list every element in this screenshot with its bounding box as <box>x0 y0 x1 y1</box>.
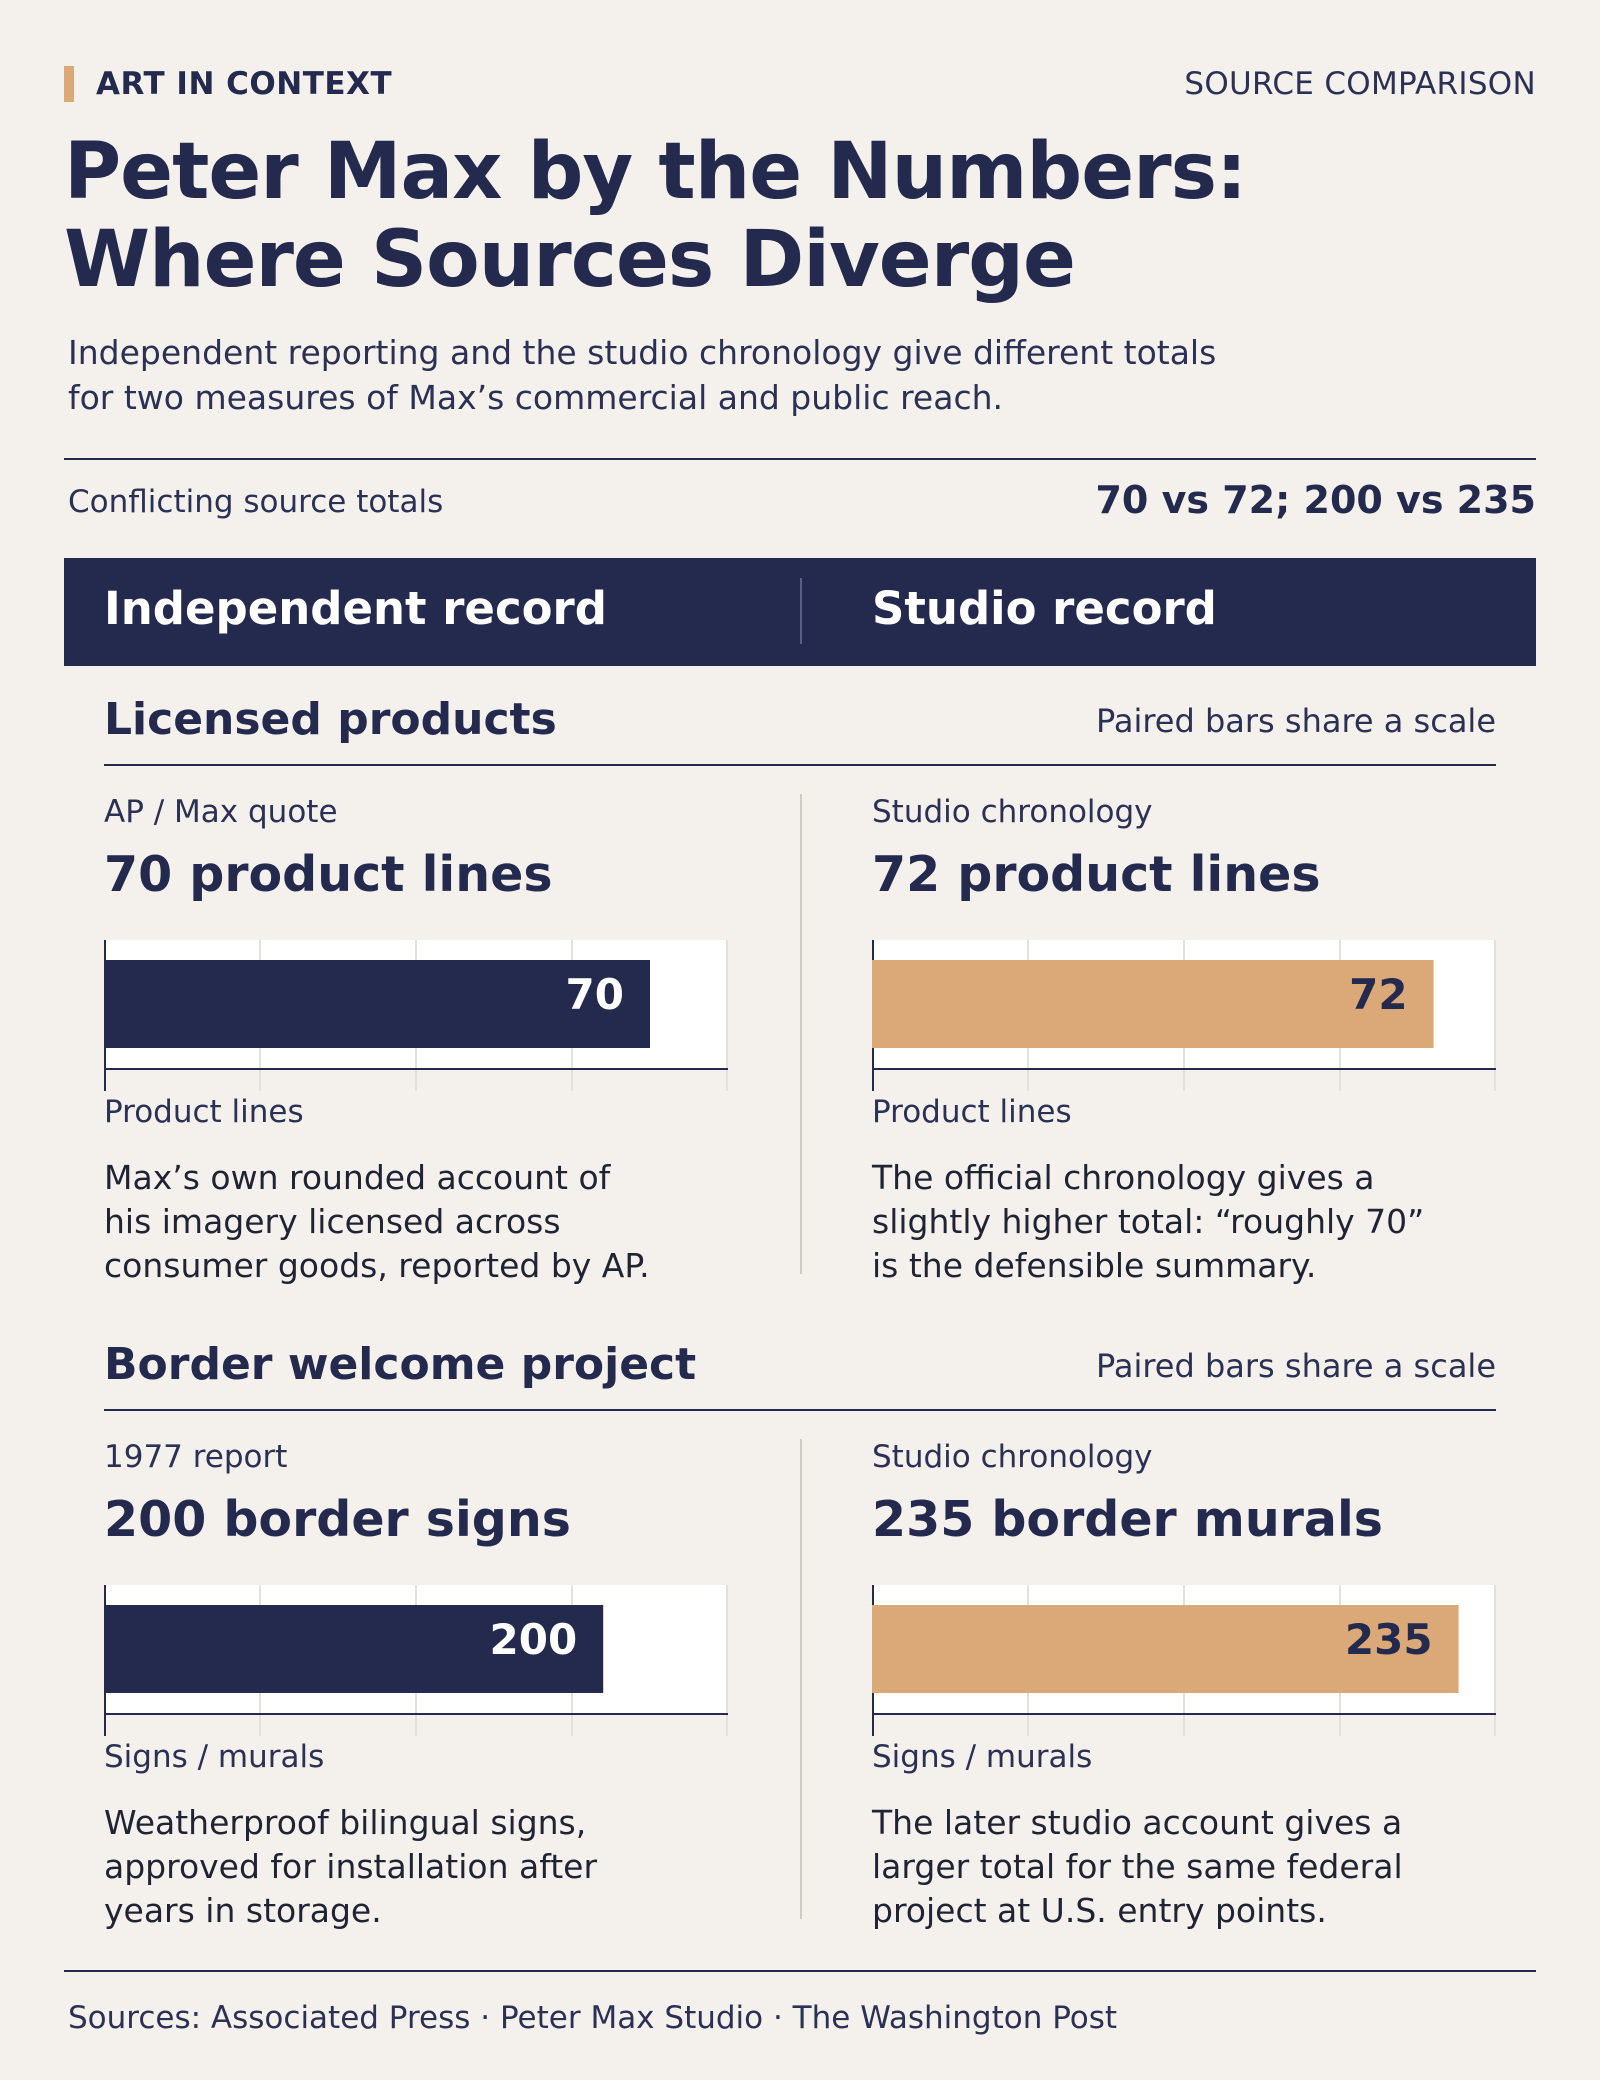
bar <box>872 1605 1459 1693</box>
axis-unit-label: Product lines <box>104 1094 304 1130</box>
summary-value: 70 vs 72; 200 vs 235 <box>1095 478 1536 522</box>
axis-unit-label: Product lines <box>872 1094 1072 1130</box>
description-line: consumer goods, reported by AP. <box>104 1246 650 1285</box>
footer-rule <box>64 1970 1536 1972</box>
axis-unit-label: Signs / murals <box>872 1739 1093 1775</box>
description-line: years in storage. <box>104 1891 382 1930</box>
description-line: The official chronology gives a <box>872 1158 1375 1197</box>
bar-chart-svg <box>872 1585 1496 1736</box>
headline-figure: 200 border signs <box>104 1491 571 1548</box>
column-header-band: Independent record Studio record <box>64 558 1536 666</box>
section-rule <box>104 1409 1496 1411</box>
section-title: Border welcome project <box>104 1339 697 1390</box>
description-line: Max’s own rounded account of <box>104 1158 611 1197</box>
title-line-2: Where Sources Diverge <box>64 215 1076 305</box>
description: Weatherproof bilingual signs, approved f… <box>104 1801 664 1933</box>
headline-figure: 72 product lines <box>872 846 1321 903</box>
source-label: AP / Max quote <box>104 794 338 830</box>
headline-figure: 70 product lines <box>104 846 553 903</box>
description: The official chronology gives a slightly… <box>872 1156 1432 1288</box>
page-title: Peter Max by the Numbers: Where Sources … <box>64 128 1536 304</box>
bar-chart-svg <box>872 940 1496 1091</box>
section-scale-note: Paired bars share a scale <box>1095 702 1496 740</box>
description-line: project at U.S. entry points. <box>872 1891 1327 1930</box>
studio-column: Studio chronology 235 border murals 235 … <box>872 1439 1496 1933</box>
divider-rule <box>64 458 1536 460</box>
section-title: Licensed products <box>104 694 557 745</box>
description: Max’s own rounded account of his imagery… <box>104 1156 664 1288</box>
subtitle-line-2: for two measures of Max’s commercial and… <box>68 378 1004 417</box>
description-line: larger total for the same federal <box>872 1847 1403 1886</box>
description: The later studio account gives a larger … <box>872 1801 1432 1933</box>
bar-value-label: 72 <box>1349 970 1408 1019</box>
column-divider <box>800 794 802 1274</box>
description-line: approved for installation after <box>104 1847 598 1886</box>
independent-column: 1977 report 200 border signs 200 Signs /… <box>104 1439 728 1933</box>
source-label: 1977 report <box>104 1439 288 1475</box>
header-divider <box>800 578 802 644</box>
bar-value-label: 235 <box>1344 1615 1433 1664</box>
kicker-text: ART IN CONTEXT <box>96 66 393 102</box>
kicker: ART IN CONTEXT <box>64 66 392 102</box>
source-label: Studio chronology <box>872 794 1153 830</box>
kicker-accent-mark <box>64 66 74 102</box>
independent-column: AP / Max quote 70 product lines 70 Produ… <box>104 794 728 1288</box>
bar-value-label: 70 <box>565 970 624 1019</box>
subtitle-line-1: Independent reporting and the studio chr… <box>68 333 1217 372</box>
sources-footer: Sources: Associated Press · Peter Max St… <box>68 2000 1118 2036</box>
bar-chart: 235 <box>872 1585 1496 1737</box>
bar <box>104 960 650 1048</box>
bar-chart: 200 <box>104 1585 728 1737</box>
title-line-1: Peter Max by the Numbers: <box>64 127 1247 217</box>
headline-figure: 235 border murals <box>872 1491 1383 1548</box>
description-line: Weatherproof bilingual signs, <box>104 1803 587 1842</box>
description-line: is the defensible summary. <box>872 1246 1317 1285</box>
header-independent-record: Independent record <box>104 582 607 635</box>
bar-chart: 72 <box>872 940 1496 1092</box>
section-scale-note: Paired bars share a scale <box>1095 1347 1496 1385</box>
bar-chart: 70 <box>104 940 728 1092</box>
bar-value-label: 200 <box>489 1615 578 1664</box>
bar <box>872 960 1434 1048</box>
description-line: his imagery licensed across <box>104 1202 561 1241</box>
source-label: Studio chronology <box>872 1439 1153 1475</box>
subtitle: Independent reporting and the studio chr… <box>68 330 1268 420</box>
bar <box>104 1605 604 1693</box>
bar-chart-svg <box>104 1585 728 1736</box>
axis-unit-label: Signs / murals <box>104 1739 325 1775</box>
column-divider <box>800 1439 802 1919</box>
studio-column: Studio chronology 72 product lines 72 Pr… <box>872 794 1496 1288</box>
source-comparison-badge: SOURCE COMPARISON <box>1184 66 1536 102</box>
bar-chart-svg <box>104 940 728 1091</box>
top-bar: ART IN CONTEXT SOURCE COMPARISON <box>64 62 1536 106</box>
header-studio-record: Studio record <box>872 582 1217 635</box>
section-rule <box>104 764 1496 766</box>
summary-label: Conflicting source totals <box>68 484 444 520</box>
description-line: The later studio account gives a <box>872 1803 1403 1842</box>
infographic: ART IN CONTEXT SOURCE COMPARISON Peter M… <box>64 0 1536 2080</box>
description-line: slightly higher total: “roughly 70” <box>872 1202 1425 1241</box>
